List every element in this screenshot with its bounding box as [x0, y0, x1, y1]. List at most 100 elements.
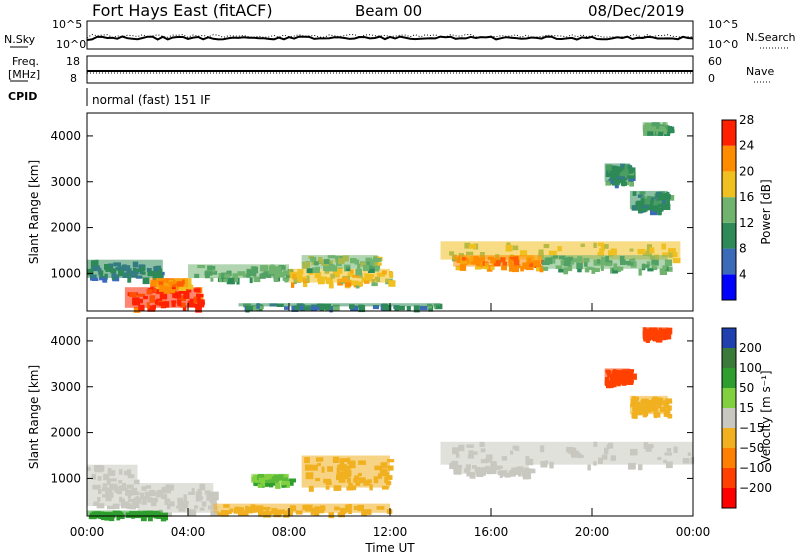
heatmap-cell [265, 479, 273, 487]
heatmap-region [251, 473, 289, 483]
heatmap-cell [539, 265, 544, 273]
heatmap-cell [657, 208, 662, 216]
heatmap-cell [210, 277, 214, 282]
heatmap-cell [303, 306, 311, 311]
heatmap-cell [659, 268, 667, 275]
heatmap-cell [622, 380, 628, 385]
heatmap-cell [328, 512, 335, 519]
heatmap-region [642, 122, 668, 132]
heatmap-region [604, 368, 630, 383]
colorbar-tick-label: −100 [739, 461, 772, 475]
heatmap-cell [274, 277, 279, 282]
heatmap-cell [106, 505, 114, 510]
heatmap-cell [528, 468, 534, 473]
nsearch-tick-top: 10^5 [708, 18, 738, 31]
colorbar-tick-label: 8 [739, 242, 747, 256]
heatmap-cell [226, 277, 234, 285]
heatmap-cell [242, 510, 249, 516]
x-tick-label: 16:00 [474, 525, 509, 539]
heatmap-region [87, 464, 138, 506]
x-tick-label: 08:00 [272, 525, 307, 539]
heatmap-cell [474, 266, 482, 270]
heatmap-cell [664, 259, 673, 267]
heatmap-cell [520, 265, 524, 272]
heatmap-cell [287, 479, 294, 486]
colorbar-swatch [722, 428, 736, 448]
colorbar-swatch [722, 197, 736, 223]
heatmap-cell [125, 512, 130, 518]
heatmap-cell [662, 130, 667, 135]
heatmap-cell [525, 473, 532, 480]
heatmap-cell [646, 335, 655, 340]
heatmap-region [238, 303, 441, 307]
heatmap-cell [188, 512, 192, 516]
heatmap-cell [220, 510, 229, 517]
nsky-tick-bottom: 10^0 [56, 38, 86, 51]
heatmap-cell [584, 268, 590, 273]
heatmap-cell [156, 514, 163, 519]
heatmap-cell [656, 335, 663, 343]
heatmap-cell [594, 268, 600, 272]
heatmap-cell [283, 510, 290, 518]
colorbar-tick-label: −15 [739, 421, 764, 435]
power-y-axis: 1000 2000 3000 4000 [50, 129, 693, 280]
heatmap-cell [605, 180, 611, 185]
colorbar-tick-label: 15 [739, 401, 754, 415]
heatmap-cell [299, 303, 304, 311]
freq-unit-label: [MHz] [8, 68, 40, 81]
heatmap-cell [358, 281, 362, 286]
heatmap-cell [638, 464, 643, 471]
heatmap-cell [116, 513, 121, 521]
y-tick-label: 4000 [50, 334, 81, 348]
heatmap-cell [133, 306, 141, 313]
heatmap-region [440, 441, 693, 465]
heatmap-region [629, 190, 668, 210]
heatmap-cell [640, 208, 648, 212]
heatmap-cell [449, 462, 454, 470]
heatmap-region [124, 287, 201, 308]
x-tick-label: 00:00 [70, 525, 105, 539]
heatmap-cell [178, 286, 187, 291]
y-tick-label: 4000 [50, 129, 81, 143]
heatmap-cell [355, 268, 363, 276]
nsky-label: N.Sky [4, 33, 36, 46]
heatmap-cell [549, 461, 554, 469]
heatmap-region [440, 241, 681, 260]
heatmap-cell [331, 267, 335, 272]
heatmap-cell [638, 268, 642, 276]
heatmap-cell [112, 503, 120, 510]
nsky-line [86, 35, 694, 41]
nsearch-label: N.Search [746, 31, 796, 44]
heatmap-cell [656, 412, 661, 418]
colorbar-swatch [722, 328, 736, 348]
heatmap-cell [284, 481, 289, 488]
heatmap-cell [653, 131, 658, 136]
heatmap-cell [148, 514, 153, 522]
heatmap-cell [267, 510, 273, 515]
heatmap-region [137, 483, 214, 513]
heatmap-cell [109, 514, 115, 522]
colorbar-swatch [722, 120, 736, 146]
colorbar-swatch [722, 274, 736, 300]
heatmap-cell [101, 514, 106, 521]
heatmap-cell [253, 481, 259, 486]
heatmap-cell [577, 268, 582, 273]
heatmap-cell [558, 268, 565, 273]
heatmap-cell [627, 378, 634, 385]
heatmap-cell [351, 280, 359, 286]
heatmap-cell [419, 305, 428, 311]
heatmap-cell [368, 266, 375, 273]
freq-tick-top: 18 [66, 55, 80, 68]
heatmap-cell [182, 305, 187, 311]
heatmap-cell [284, 306, 289, 310]
time-x-axis: 00:00 04:00 08:00 12:00 16:00 20:00 00:00 [70, 303, 710, 539]
heatmap-cell [666, 405, 672, 411]
heatmap-cell [187, 279, 192, 285]
heatmap-cell [504, 473, 511, 478]
heatmap-cell [666, 400, 673, 404]
heatmap-cell [398, 305, 405, 311]
colorbar-swatch [722, 488, 736, 508]
heatmap-cell [338, 512, 345, 518]
heatmap-cell [629, 373, 637, 380]
heatmap-cell [234, 275, 238, 283]
